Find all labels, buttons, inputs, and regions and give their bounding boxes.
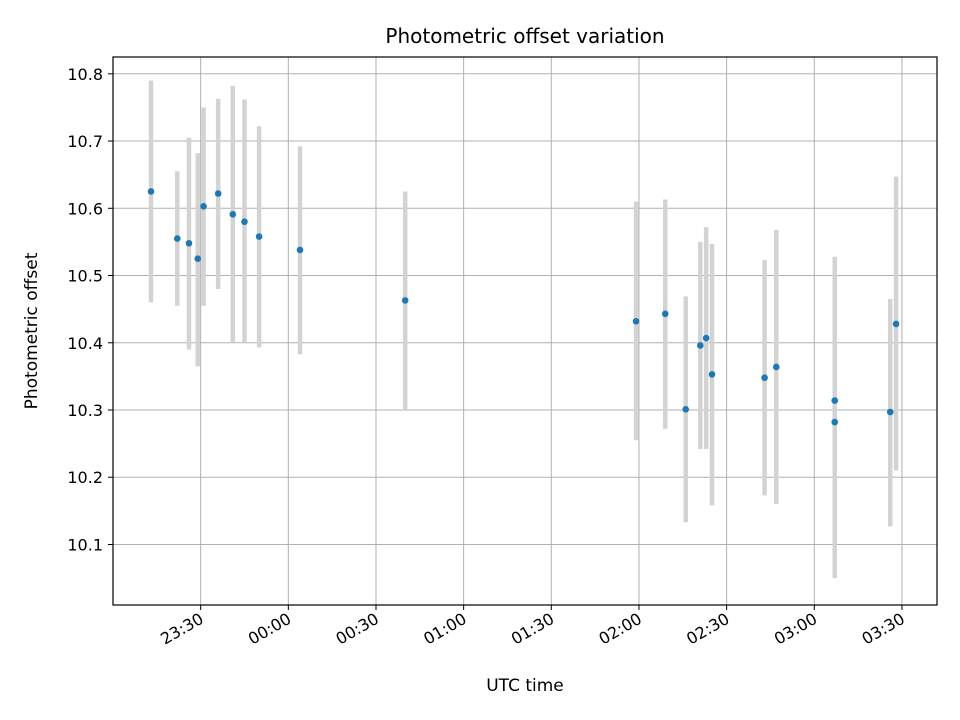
data-point [831,397,839,404]
y-tick-label: 10.4 [67,334,103,353]
data-point [708,371,716,378]
plot-frame [112,56,938,606]
y-tick-label: 10.7 [67,132,103,151]
y-tick-label: 10.3 [67,401,103,420]
data-point [892,320,900,328]
data-point [886,408,894,416]
data-point [682,406,690,413]
data-point [147,188,155,195]
data-point [173,235,181,242]
data-point [214,190,222,197]
data-point [632,317,640,325]
y-axis: 10.1 10.2 10.3 10.4 10.5 10.6 10.7 10.8 [67,65,113,554]
data-point [255,233,263,240]
data-point [241,218,248,226]
y-tick-label: 10.6 [67,199,103,218]
y-tick-label: 10.2 [67,468,103,487]
data-point [200,202,207,210]
y-axis-title: Photometric offset [22,252,42,409]
data-point [702,334,710,342]
data-point [697,342,704,349]
data-point [401,297,409,304]
x-axis-title: UTC time [486,676,564,696]
data-point [229,211,237,218]
grid [113,57,937,605]
data-point [661,310,669,318]
data-point [831,418,839,426]
data-point [185,239,193,247]
y-tick-label: 10.8 [67,65,103,84]
data-point [761,374,768,382]
data-points [147,188,900,426]
y-tick-label: 10.1 [67,535,103,554]
y-tick-label: 10.5 [67,267,103,286]
data-point [296,246,304,254]
chart-title: Photometric offset variation [385,24,664,48]
data-point [772,363,780,371]
data-point [194,255,202,263]
